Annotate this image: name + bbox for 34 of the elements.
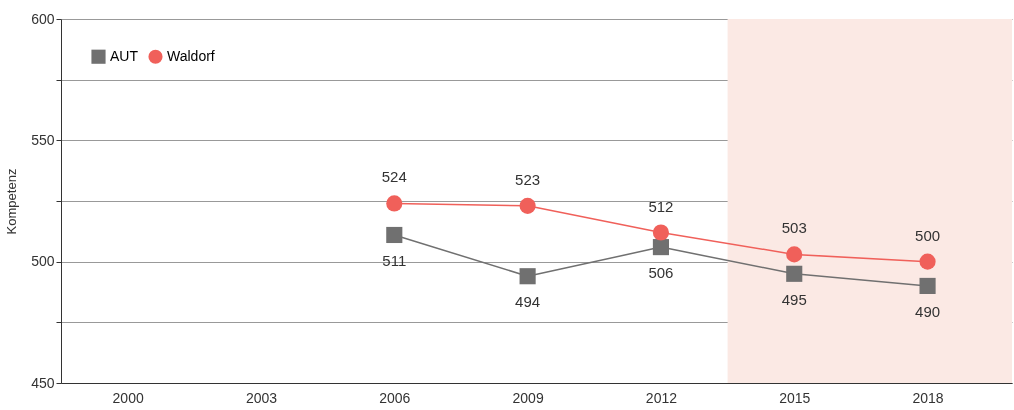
legend-label: Waldorf: [167, 47, 215, 64]
data-label: 523: [515, 170, 541, 188]
y-tick-label: 500: [31, 253, 55, 270]
data-label: 511: [382, 251, 407, 269]
x-tick-label: 2015: [779, 389, 811, 406]
data-label: 494: [515, 293, 541, 311]
x-tick-label: 2012: [645, 389, 678, 406]
x-tick-label: 2009: [512, 389, 544, 406]
point: [386, 195, 403, 212]
y-axis-title: Kompetenz: [4, 168, 20, 235]
point: [519, 268, 536, 285]
y-tick-label: 450: [31, 374, 55, 391]
y-tick-label: 550: [31, 131, 55, 148]
data-label: 490: [915, 302, 941, 320]
data-label: 524: [381, 168, 407, 186]
x-tick-label: 2006: [379, 389, 411, 406]
point: [519, 197, 536, 214]
data-label: 512: [648, 197, 674, 215]
point: [919, 277, 936, 294]
point: [652, 239, 669, 256]
legend-label: AUT: [110, 47, 139, 64]
x-tick-label: 2000: [112, 389, 144, 406]
point: [786, 265, 803, 282]
data-label: 495: [781, 290, 807, 308]
data-label: 506: [648, 264, 674, 282]
point: [386, 226, 403, 244]
x-tick-label: 2018: [912, 389, 944, 406]
point: [786, 246, 803, 263]
point: [652, 224, 669, 241]
data-label: 500: [915, 226, 941, 244]
x-tick-label: 2003: [245, 389, 278, 406]
y-tick-label: 600: [31, 10, 55, 27]
point: [919, 253, 936, 270]
data-label: 503: [781, 219, 807, 237]
